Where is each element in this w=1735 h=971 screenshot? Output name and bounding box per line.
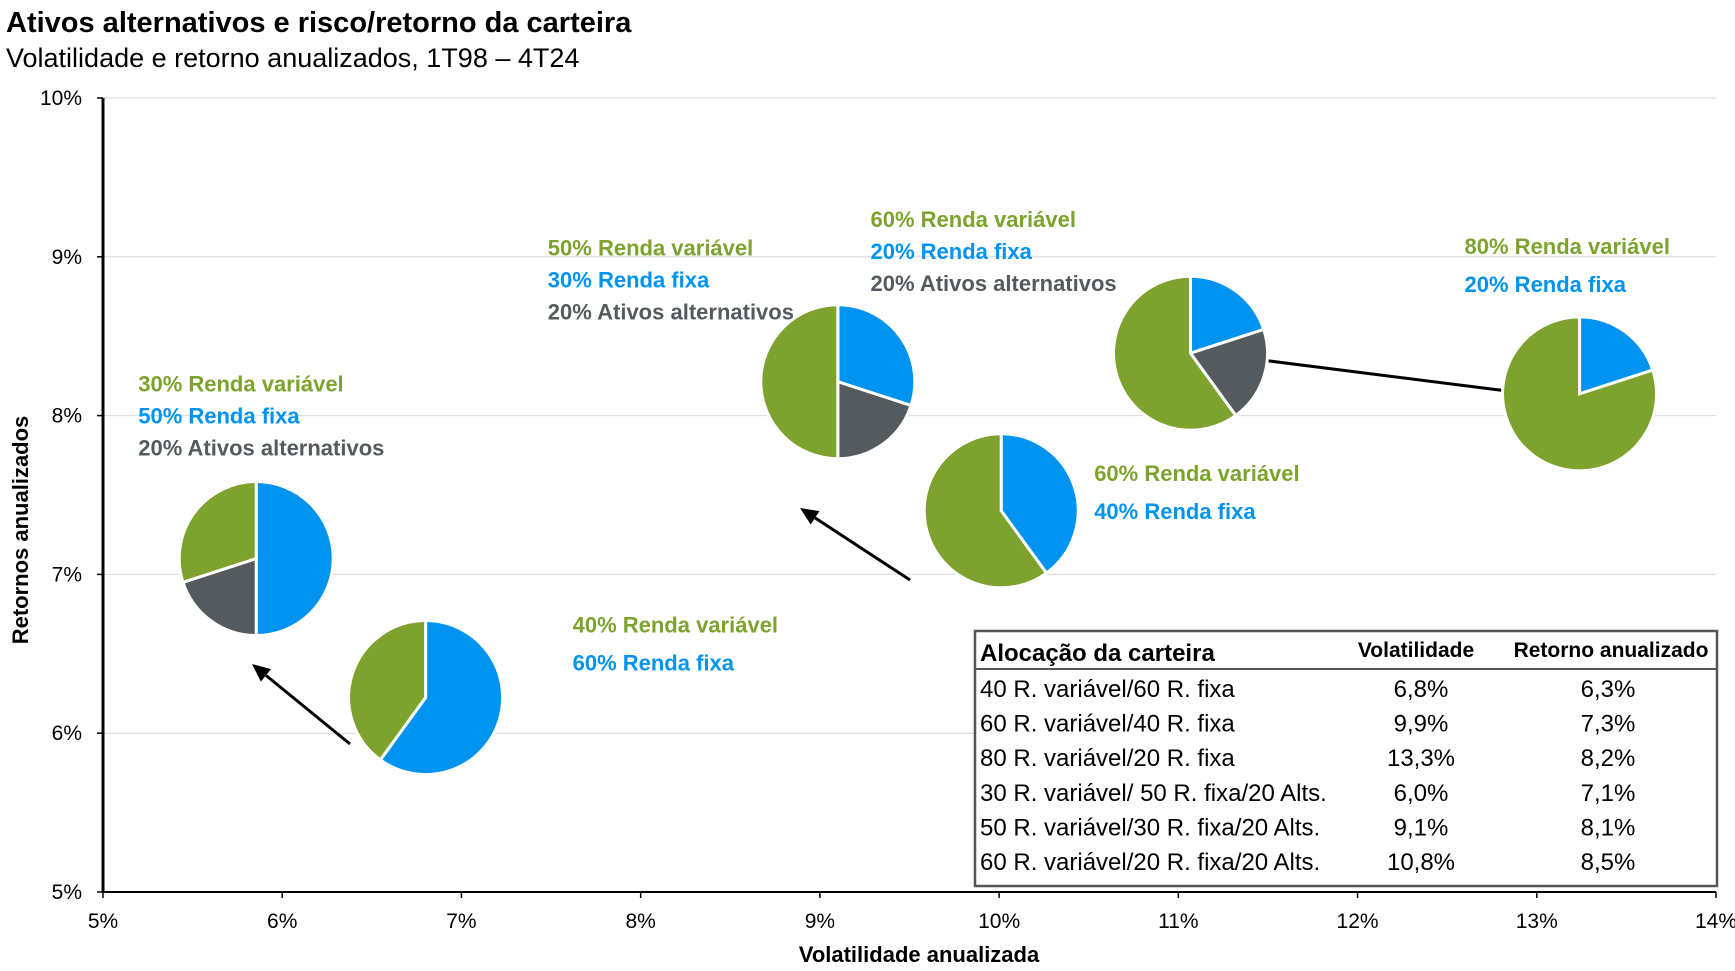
pie-slice-fixed_income	[836, 303, 917, 408]
pie-slice-alternatives	[836, 379, 913, 461]
table-cell-volatility: 9,9%	[1394, 711, 1449, 738]
table-cell-volatility: 10,8%	[1387, 849, 1455, 876]
pie-annotation: 30% Renda fixa	[548, 268, 710, 293]
pie-annotation: 30% Renda variável	[138, 372, 343, 397]
table-cell-allocation: 60 R. variável/40 R. fixa	[980, 711, 1235, 738]
portfolio-annotations: 40% Renda variável 60% Renda fixa 60% Rend…	[138, 207, 1670, 675]
table-cell-volatility: 13,3%	[1387, 745, 1455, 772]
x-tick-label: 9%	[805, 910, 835, 933]
table-cell-volatility: 9,1%	[1394, 814, 1449, 841]
pie-annotation: 60% Renda variável	[1094, 461, 1299, 486]
chart-subtitle: Volatilidade e retorno anualizados, 1T98…	[6, 43, 579, 73]
chart-title: Ativos alternativos e risco/retorno da c…	[6, 7, 632, 39]
pie-slice-equity	[347, 619, 428, 762]
pie-annotation: 20% Ativos alternativos	[138, 436, 384, 461]
pie-slice-equity	[177, 480, 258, 585]
x-tick-label: 14%	[1695, 910, 1735, 933]
table-header-return: Retorno anualizado	[1514, 639, 1709, 662]
table-cell-allocation: 50 R. variável/30 R. fixa/20 Alts.	[980, 814, 1320, 841]
table-cell-return: 8,5%	[1581, 849, 1636, 876]
y-tick-label: 10%	[40, 87, 82, 110]
pie-slice-equity	[1112, 274, 1238, 432]
y-tick-label: 5%	[52, 881, 82, 904]
pie-slice-equity	[922, 432, 1049, 590]
pie-annotation: 80% Renda variável	[1465, 234, 1670, 259]
pie-p40-60	[347, 619, 505, 777]
x-tick-label: 5%	[88, 910, 118, 933]
y-tick-label: 8%	[52, 405, 82, 428]
pie-annotation: 20% Ativos alternativos	[548, 300, 794, 325]
x-tick-label: 6%	[267, 910, 297, 933]
x-tick-label: 12%	[1337, 910, 1379, 933]
pie-annotation: 50% Renda variável	[548, 236, 753, 261]
pie-slice-fixed_income	[254, 480, 335, 638]
table-cell-return: 6,3%	[1581, 676, 1636, 703]
portfolio-pies	[177, 274, 1659, 777]
table-cell-volatility: 6,0%	[1394, 780, 1449, 807]
pie-annotation: 20% Renda fixa	[870, 239, 1032, 264]
pie-slice-alternatives	[1188, 327, 1269, 418]
arrow-p40-60-to-p30-50-20	[252, 664, 351, 746]
x-tick-label: 11%	[1158, 910, 1198, 933]
table-row: 60 R. variável/20 R. fixa/20 Alts. 10,8% 8…	[980, 849, 1635, 876]
pie-annotation: 40% Renda fixa	[1094, 499, 1256, 524]
table-row: 50 R. variável/30 R. fixa/20 Alts. 9,1% 8,…	[980, 814, 1635, 841]
x-tick-label: 10%	[978, 910, 1020, 933]
y-tick-label: 6%	[52, 722, 82, 745]
table-frame	[973, 629, 1719, 888]
table-cell-return: 8,1%	[1581, 814, 1636, 841]
pie-p30-50-20	[177, 480, 335, 638]
y-axis-label: Retornos anualizados	[8, 416, 33, 645]
y-tick-label: 7%	[52, 563, 82, 586]
x-tick-label: 8%	[625, 910, 655, 933]
table-cell-return: 7,1%	[1581, 780, 1636, 807]
x-tick-label: 13%	[1516, 910, 1558, 933]
table-cell-allocation: 80 R. variável/20 R. fixa	[980, 745, 1235, 772]
pie-annotation: 40% Renda variável	[573, 613, 778, 638]
pie-annotation: 50% Renda fixa	[138, 404, 300, 429]
axes: 5% 6% 7% 8% 9% 10% 5% 6% 7% 8% 9% 10% 11% 12% 13% 14%	[40, 87, 1735, 933]
pie-annotation: 60% Renda variável	[870, 207, 1075, 232]
table-cell-allocation: 40 R. variável/60 R. fixa	[980, 676, 1235, 703]
pie-p60-40	[922, 432, 1080, 590]
table-cell-allocation: 60 R. variável/20 R. fixa/20 Alts.	[980, 849, 1320, 876]
pie-p60-20-20	[1112, 274, 1269, 432]
table-row: 60 R. variável/40 R. fixa 9,9% 7,3%	[980, 711, 1635, 738]
pie-slice-equity	[1501, 315, 1659, 473]
pie-slice-fixed_income	[999, 432, 1080, 576]
table-cell-return: 7,3%	[1581, 711, 1636, 738]
allocation-table: Alocação da carteira Volatilidade Retorno …	[973, 629, 1719, 888]
pie-p80-20	[1501, 315, 1659, 473]
pie-annotation: 60% Renda fixa	[573, 651, 735, 676]
y-tick-label: 9%	[52, 246, 82, 269]
table-header-volatility: Volatilidade	[1358, 639, 1474, 662]
pie-annotation: 20% Ativos alternativos	[870, 271, 1116, 296]
table-row: 40 R. variável/60 R. fixa 6,8% 6,3%	[980, 676, 1635, 703]
table-cell-allocation: 30 R. variável/ 50 R. fixa/20 Alts.	[980, 780, 1327, 807]
arrow-p60-40-to-p50-30-20	[800, 508, 911, 582]
x-tick-label: 7%	[446, 910, 476, 933]
pie-slice-fixed_income	[378, 619, 505, 777]
table-cell-volatility: 6,8%	[1394, 676, 1449, 703]
table-cell-return: 8,2%	[1581, 745, 1636, 772]
x-axis-label: Volatilidade anualizada	[799, 942, 1040, 967]
table-row: 80 R. variável/20 R. fixa 13,3% 8,2%	[980, 745, 1635, 772]
pie-annotation: 20% Renda fixa	[1465, 272, 1627, 297]
pie-slice-equity	[759, 303, 840, 461]
table-row: 30 R. variável/ 50 R. fixa/20 Alts. 6,0% 7…	[980, 780, 1635, 807]
table-header-allocation: Alocação da carteira	[980, 640, 1215, 667]
pie-p50-30-20	[759, 303, 917, 461]
